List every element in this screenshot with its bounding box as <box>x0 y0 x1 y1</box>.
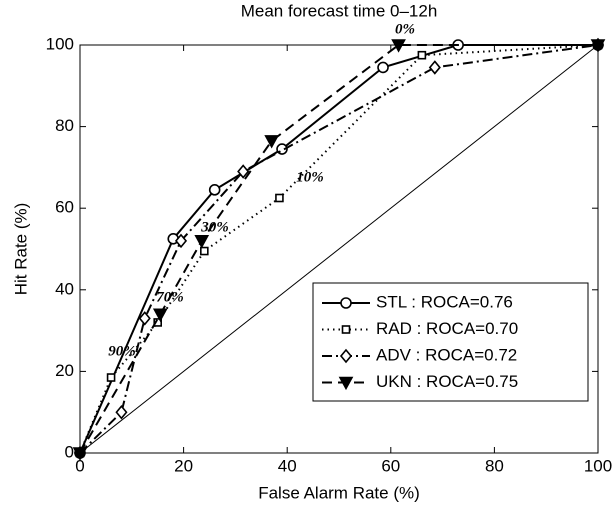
marker <box>152 308 168 322</box>
marker <box>237 164 250 179</box>
marker <box>428 60 441 75</box>
legend-label: UKN : ROCA=0.75 <box>376 372 518 391</box>
marker <box>194 235 210 249</box>
y-tick-label: 40 <box>55 279 74 298</box>
y-tick-label: 80 <box>55 116 74 135</box>
x-tick-label: 40 <box>278 456 297 475</box>
chart-title: Mean forecast time 0–12h <box>241 1 438 20</box>
marker <box>138 311 151 326</box>
series-line <box>79 44 598 454</box>
marker <box>377 61 389 74</box>
plot-frame <box>79 44 599 454</box>
annotation: 30% <box>200 219 229 235</box>
marker <box>174 233 188 249</box>
marker <box>72 447 88 461</box>
annotation: 90% <box>108 343 136 359</box>
legend-label: RAD : ROCA=0.70 <box>376 319 518 338</box>
y-axis-label: Hit Rate (%) <box>11 203 30 296</box>
marker <box>208 184 221 196</box>
x-tick-label: 60 <box>381 456 400 475</box>
x-axis-label: False Alarm Rate (%) <box>258 483 420 502</box>
x-tick-label: 20 <box>174 456 193 475</box>
annotation: 70% <box>156 289 184 305</box>
x-tick-label: 80 <box>485 456 504 475</box>
y-tick-label: 100 <box>46 34 74 53</box>
x-tick-label: 0 <box>75 456 84 475</box>
legend-label: ADV : ROCA=0.72 <box>376 345 517 364</box>
marker <box>115 404 128 420</box>
annotation: 0% <box>395 21 415 37</box>
marker <box>417 50 427 60</box>
legend: STL : ROCA=0.76 RAD : ROCA=0.70 ADV : ROCA… <box>312 282 589 402</box>
marker <box>264 135 280 149</box>
marker <box>339 348 353 364</box>
diagonal <box>79 44 599 454</box>
marker <box>590 39 606 53</box>
marker <box>106 373 116 382</box>
marker <box>338 376 354 391</box>
legend-label: STL : ROCA=0.76 <box>376 292 513 311</box>
annotation: 10% <box>296 169 324 185</box>
marker <box>200 246 209 256</box>
y-tick-label: 20 <box>55 361 74 380</box>
marker <box>341 325 351 334</box>
y-tick-label: 60 <box>55 198 74 217</box>
marker <box>391 39 406 53</box>
marker <box>340 297 352 309</box>
marker <box>153 318 162 327</box>
marker <box>275 193 284 203</box>
x-tick-label: 100 <box>584 456 612 475</box>
y-tick-label: 0 <box>65 442 74 461</box>
